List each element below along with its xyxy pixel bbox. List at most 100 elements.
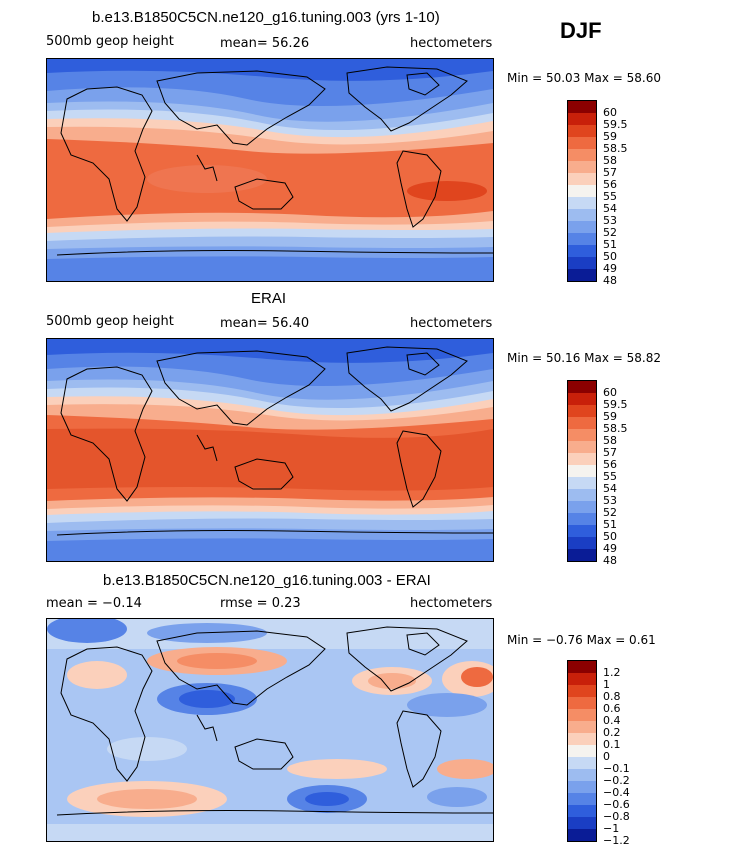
panel3-minmax: Min = −0.76 Max = 0.61 [507, 633, 656, 647]
colorbar-label: −0.8 [603, 810, 630, 823]
colorbar-label: 53 [603, 214, 617, 227]
colorbar-swatch [568, 549, 596, 561]
colorbar-label: 0.8 [603, 690, 621, 703]
colorbar-swatch [568, 149, 596, 161]
panel2-colorbar [567, 380, 597, 562]
season-label: DJF [560, 18, 602, 43]
colorbar-label: 57 [603, 166, 617, 179]
colorbar-label: 59.5 [603, 118, 628, 131]
colorbar-swatch [568, 453, 596, 465]
panel2-map [46, 338, 494, 562]
colorbar-swatch [568, 245, 596, 257]
colorbar-swatch [568, 233, 596, 245]
colorbar-label: 60 [603, 386, 617, 399]
colorbar-label: 50 [603, 250, 617, 263]
panel3-colorbar [567, 660, 597, 842]
colorbar-swatch [568, 113, 596, 125]
colorbar-swatch [568, 685, 596, 697]
panel3-title: b.e13.B1850C5CN.ne120_g16.tuning.003 - E… [103, 572, 431, 589]
panel1-variable-label: 500mb geop height [46, 34, 174, 49]
colorbar-swatch [568, 209, 596, 221]
colorbar-swatch [568, 269, 596, 281]
colorbar-swatch [568, 721, 596, 733]
panel1-colorbar [567, 100, 597, 282]
colorbar-label: 50 [603, 530, 617, 543]
panel2-variable-label: 500mb geop height [46, 314, 174, 329]
colorbar-label: 48 [603, 274, 617, 287]
colorbar-swatch [568, 805, 596, 817]
colorbar-swatch [568, 137, 596, 149]
panel3-contour-plot [47, 619, 493, 841]
panel1-title: b.e13.B1850C5CN.ne120_g16.tuning.003 (yr… [92, 9, 440, 26]
colorbar-label: 49 [603, 542, 617, 555]
colorbar-label: 55 [603, 190, 617, 203]
colorbar-swatch [568, 393, 596, 405]
colorbar-label: 51 [603, 518, 617, 531]
colorbar-swatch [568, 465, 596, 477]
colorbar-label: −0.6 [603, 798, 630, 811]
colorbar-label: 0.4 [603, 714, 621, 727]
panel2-contour-plot [47, 339, 493, 561]
colorbar-label: −0.2 [603, 774, 630, 787]
colorbar-swatch [568, 417, 596, 429]
colorbar-label: 1.2 [603, 666, 621, 679]
colorbar-label: 58.5 [603, 422, 628, 435]
colorbar-label: −1.2 [603, 834, 630, 847]
colorbar-label: 51 [603, 238, 617, 251]
panel3-map [46, 618, 494, 842]
colorbar-swatch [568, 489, 596, 501]
colorbar-swatch [568, 101, 596, 113]
colorbar-label: 1 [603, 678, 610, 691]
colorbar-label: 0.2 [603, 726, 621, 739]
colorbar-swatch [568, 697, 596, 709]
colorbar-swatch [568, 173, 596, 185]
colorbar-swatch [568, 477, 596, 489]
colorbar-swatch [568, 781, 596, 793]
colorbar-label: 57 [603, 446, 617, 459]
colorbar-swatch [568, 405, 596, 417]
colorbar-swatch [568, 769, 596, 781]
colorbar-swatch [568, 829, 596, 841]
panel3-rmse-label: rmse = 0.23 [220, 596, 301, 611]
colorbar-swatch [568, 525, 596, 537]
colorbar-label: 60 [603, 106, 617, 119]
colorbar-swatch [568, 513, 596, 525]
colorbar-swatch [568, 257, 596, 269]
colorbar-swatch [568, 221, 596, 233]
colorbar-swatch [568, 817, 596, 829]
colorbar-label: 53 [603, 494, 617, 507]
colorbar-swatch [568, 745, 596, 757]
colorbar-swatch [568, 501, 596, 513]
colorbar-label: −1 [603, 822, 620, 835]
colorbar-label: 54 [603, 482, 617, 495]
colorbar-swatch [568, 757, 596, 769]
colorbar-swatch [568, 197, 596, 209]
colorbar-label: 56 [603, 178, 617, 191]
colorbar-label: 0.6 [603, 702, 621, 715]
panel1-map [46, 58, 494, 282]
colorbar-swatch [568, 537, 596, 549]
colorbar-swatch [568, 185, 596, 197]
panel3-units-label: hectometers [410, 596, 493, 611]
colorbar-label: 56 [603, 458, 617, 471]
colorbar-label: 0.1 [603, 738, 621, 751]
colorbar-label: 48 [603, 554, 617, 567]
panel2-mean-label: mean= 56.40 [220, 316, 310, 331]
colorbar-label: 58 [603, 154, 617, 167]
panel2-title: ERAI [251, 290, 287, 307]
colorbar-swatch [568, 125, 596, 137]
colorbar-label: 59 [603, 130, 617, 143]
colorbar-swatch [568, 161, 596, 173]
panel1-minmax: Min = 50.03 Max = 58.60 [507, 71, 661, 85]
colorbar-label: 59.5 [603, 398, 628, 411]
colorbar-swatch [568, 429, 596, 441]
colorbar-swatch [568, 381, 596, 393]
colorbar-label: −0.1 [603, 762, 630, 775]
colorbar-label: 55 [603, 470, 617, 483]
colorbar-swatch [568, 661, 596, 673]
colorbar-label: 58 [603, 434, 617, 447]
colorbar-swatch [568, 793, 596, 805]
colorbar-label: 52 [603, 226, 617, 239]
colorbar-label: −0.4 [603, 786, 630, 799]
panel3-mean-label: mean = −0.14 [46, 596, 142, 611]
